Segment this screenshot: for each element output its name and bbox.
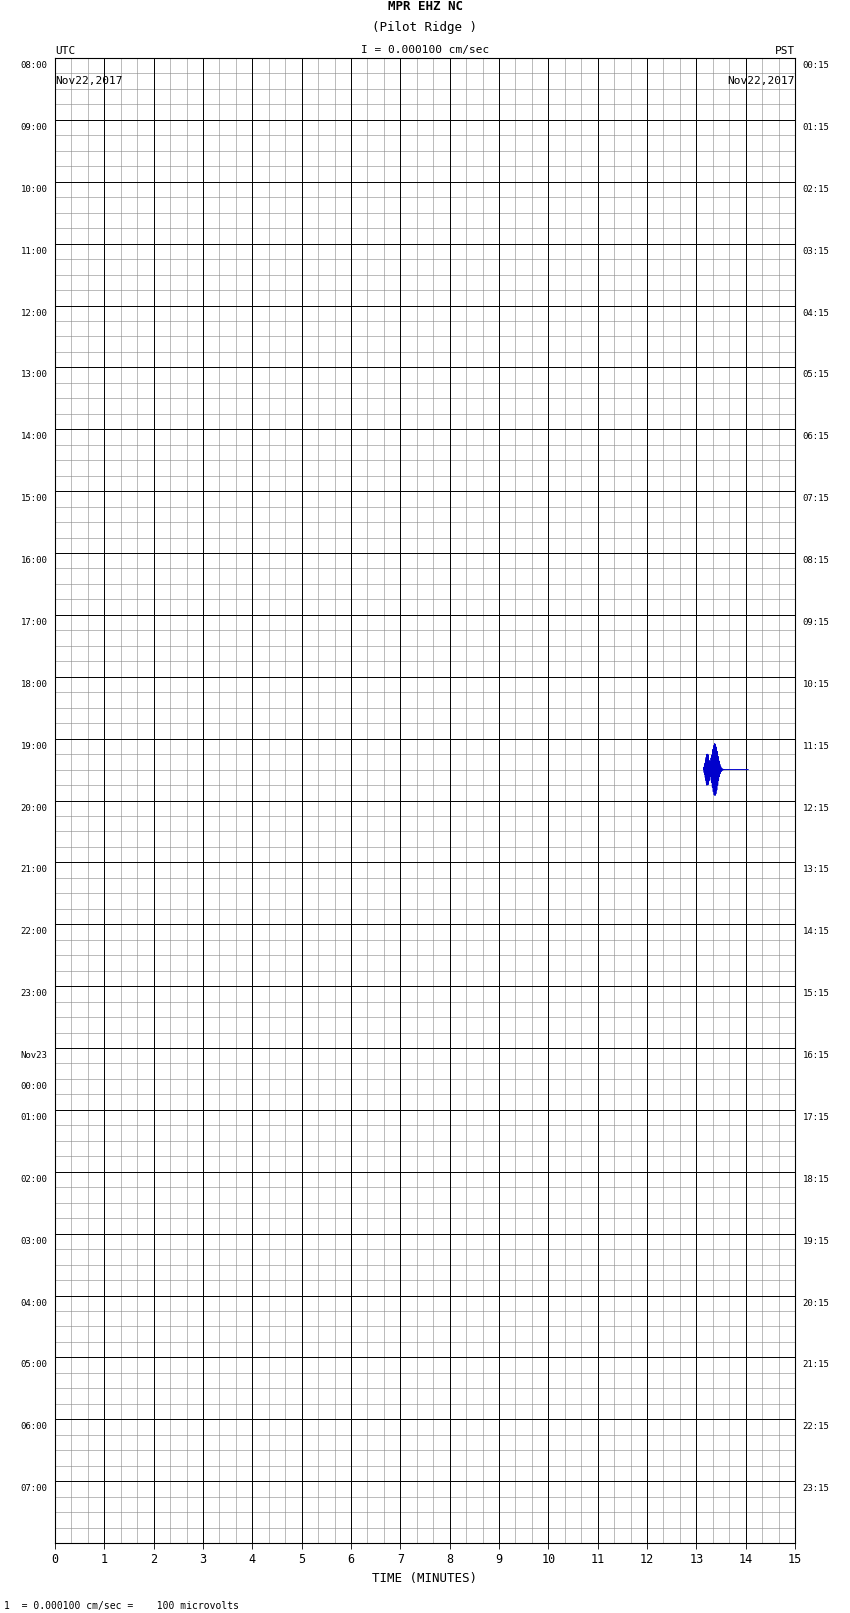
Text: 11:00: 11:00 — [20, 247, 48, 256]
Text: 14:15: 14:15 — [802, 927, 830, 936]
Text: 08:15: 08:15 — [802, 556, 830, 565]
Text: 22:00: 22:00 — [20, 927, 48, 936]
Text: 16:00: 16:00 — [20, 556, 48, 565]
Text: 06:00: 06:00 — [20, 1423, 48, 1431]
Text: 09:15: 09:15 — [802, 618, 830, 627]
Text: 09:00: 09:00 — [20, 123, 48, 132]
Text: Nov22,2017: Nov22,2017 — [55, 76, 122, 85]
Text: 13:00: 13:00 — [20, 371, 48, 379]
Text: 12:00: 12:00 — [20, 308, 48, 318]
Text: 05:00: 05:00 — [20, 1360, 48, 1369]
Text: 12:15: 12:15 — [802, 803, 830, 813]
Text: 18:00: 18:00 — [20, 679, 48, 689]
Text: 10:15: 10:15 — [802, 679, 830, 689]
Text: 00:00: 00:00 — [20, 1082, 48, 1090]
Text: Nov22,2017: Nov22,2017 — [728, 76, 795, 85]
Text: 23:00: 23:00 — [20, 989, 48, 998]
Text: 02:00: 02:00 — [20, 1174, 48, 1184]
Text: 15:15: 15:15 — [802, 989, 830, 998]
Text: 03:00: 03:00 — [20, 1237, 48, 1245]
Text: (Pilot Ridge ): (Pilot Ridge ) — [372, 21, 478, 34]
Text: 02:15: 02:15 — [802, 185, 830, 194]
Text: 03:15: 03:15 — [802, 247, 830, 256]
Text: 15:00: 15:00 — [20, 494, 48, 503]
Text: 06:15: 06:15 — [802, 432, 830, 442]
Text: I = 0.000100 cm/sec: I = 0.000100 cm/sec — [361, 45, 489, 55]
Text: 17:15: 17:15 — [802, 1113, 830, 1123]
Text: 05:15: 05:15 — [802, 371, 830, 379]
Text: 22:15: 22:15 — [802, 1423, 830, 1431]
Text: 01:00: 01:00 — [20, 1113, 48, 1123]
Text: 21:00: 21:00 — [20, 866, 48, 874]
Text: PST: PST — [774, 47, 795, 56]
Text: 13:15: 13:15 — [802, 866, 830, 874]
Text: 04:00: 04:00 — [20, 1298, 48, 1308]
Text: 14:00: 14:00 — [20, 432, 48, 442]
Text: 04:15: 04:15 — [802, 308, 830, 318]
Text: 16:15: 16:15 — [802, 1052, 830, 1060]
Text: 19:00: 19:00 — [20, 742, 48, 750]
Text: 01:15: 01:15 — [802, 123, 830, 132]
Text: 18:15: 18:15 — [802, 1174, 830, 1184]
X-axis label: TIME (MINUTES): TIME (MINUTES) — [372, 1573, 478, 1586]
Text: 00:15: 00:15 — [802, 61, 830, 69]
Text: 07:15: 07:15 — [802, 494, 830, 503]
Text: 07:00: 07:00 — [20, 1484, 48, 1494]
Text: 19:15: 19:15 — [802, 1237, 830, 1245]
Text: 08:00: 08:00 — [20, 61, 48, 69]
Text: 10:00: 10:00 — [20, 185, 48, 194]
Text: 23:15: 23:15 — [802, 1484, 830, 1494]
Text: MPR EHZ NC: MPR EHZ NC — [388, 0, 462, 13]
Text: UTC: UTC — [55, 47, 76, 56]
Text: 17:00: 17:00 — [20, 618, 48, 627]
Text: 21:15: 21:15 — [802, 1360, 830, 1369]
Text: 1  = 0.000100 cm/sec =    100 microvolts: 1 = 0.000100 cm/sec = 100 microvolts — [4, 1602, 239, 1611]
Text: 20:00: 20:00 — [20, 803, 48, 813]
Text: 11:15: 11:15 — [802, 742, 830, 750]
Text: 20:15: 20:15 — [802, 1298, 830, 1308]
Text: Nov23: Nov23 — [20, 1052, 48, 1060]
